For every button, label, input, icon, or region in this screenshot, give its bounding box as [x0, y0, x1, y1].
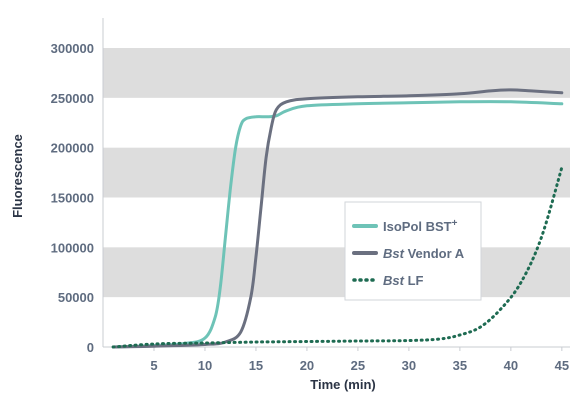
y-tick-label: 100000: [51, 240, 94, 255]
series-line-1: [111, 100, 564, 349]
grid-band: [103, 147, 570, 198]
y-tick-label: 50000: [58, 290, 94, 305]
y-axis-title: Fluorescence: [10, 134, 25, 218]
x-tick-label: 10: [198, 358, 212, 373]
legend-label: Bst Vendor A: [383, 246, 465, 261]
x-tick-label: 30: [402, 358, 416, 373]
y-tick-label: 250000: [51, 91, 94, 106]
legend-label: IsoPol BST+: [383, 218, 458, 235]
y-tick-label: 150000: [51, 191, 94, 206]
series-lines: [111, 88, 564, 349]
axes: [102, 18, 570, 348]
y-tick-label: 0: [87, 340, 94, 355]
legend: IsoPol BST+ Bst Vendor A Bst LF: [344, 201, 482, 301]
x-tick-label: 20: [300, 358, 314, 373]
x-tick-labels: 5 10 15 20 25 30 35 40 45: [150, 347, 569, 373]
series-line-3: [111, 166, 564, 349]
series-line-2: [111, 88, 564, 349]
grid-bands: [103, 48, 570, 298]
x-tick-label: 40: [504, 358, 518, 373]
x-tick-label: 45: [555, 358, 569, 373]
y-tick-label: 200000: [51, 141, 94, 156]
x-axis-title: Time (min): [310, 377, 376, 392]
legend-label: Bst LF: [383, 273, 424, 288]
x-tick-label: 25: [351, 358, 365, 373]
x-tick-label: 35: [453, 358, 467, 373]
y-tick-label: 300000: [51, 41, 94, 56]
y-tick-labels: 0 50000 100000 150000 200000 250000 300000: [51, 41, 94, 355]
x-tick-label: 15: [249, 358, 263, 373]
grid-band: [103, 247, 570, 298]
x-tick-label: 5: [150, 358, 157, 373]
